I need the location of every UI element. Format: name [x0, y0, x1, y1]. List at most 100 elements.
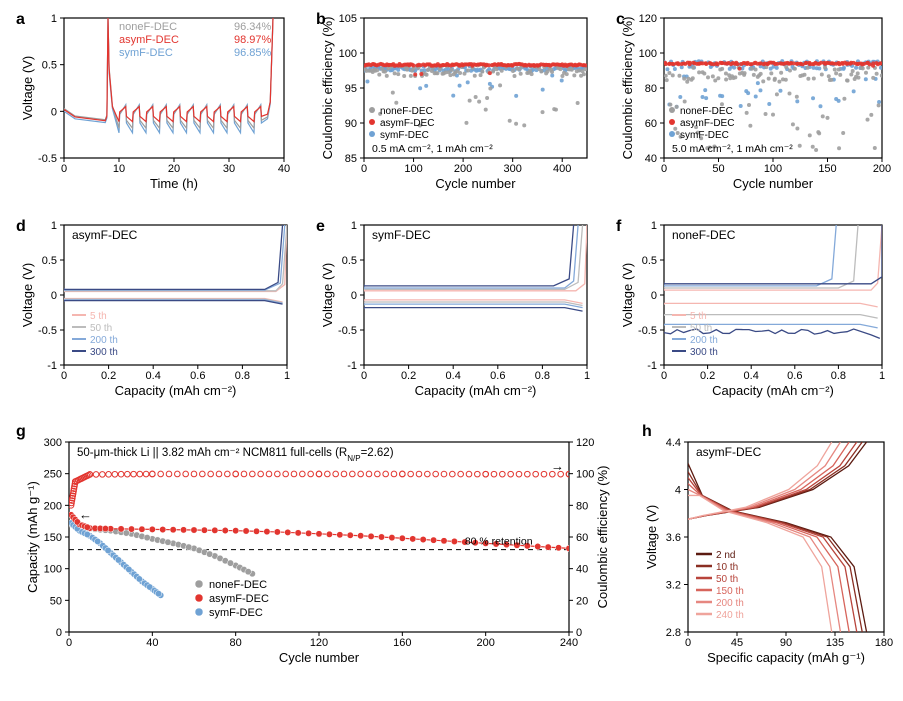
- svg-text:1: 1: [879, 370, 885, 382]
- svg-text:→: →: [551, 459, 564, 474]
- svg-text:0: 0: [685, 637, 691, 649]
- svg-text:30: 30: [223, 163, 235, 175]
- svg-text:0: 0: [661, 163, 667, 175]
- svg-text:asymF-DEC: asymF-DEC: [119, 34, 179, 46]
- svg-text:3.2: 3.2: [666, 580, 681, 592]
- svg-text:0: 0: [61, 370, 67, 382]
- svg-text:Voltage (V): Voltage (V): [20, 263, 35, 327]
- svg-text:100: 100: [639, 48, 657, 60]
- svg-text:100: 100: [764, 163, 782, 175]
- svg-text:200: 200: [454, 163, 472, 175]
- svg-text:asymF-DEC: asymF-DEC: [696, 445, 762, 459]
- svg-text:200 th: 200 th: [90, 335, 118, 346]
- svg-text:-1: -1: [347, 360, 357, 372]
- svg-text:←: ←: [79, 507, 92, 522]
- svg-text:100: 100: [339, 48, 357, 60]
- svg-text:Capacity (mAh cm⁻²): Capacity (mAh cm⁻²): [712, 383, 834, 398]
- svg-text:98.97%: 98.97%: [234, 34, 272, 46]
- svg-text:0: 0: [651, 290, 657, 302]
- svg-text:300 th: 300 th: [690, 347, 718, 358]
- svg-text:96.85%: 96.85%: [234, 47, 272, 59]
- svg-text:Voltage (V): Voltage (V): [620, 263, 635, 327]
- svg-text:asymF-DEC: asymF-DEC: [380, 118, 434, 129]
- svg-text:40: 40: [645, 153, 657, 165]
- svg-text:symF-DEC: symF-DEC: [680, 130, 729, 141]
- svg-text:20: 20: [168, 163, 180, 175]
- svg-text:45: 45: [731, 637, 743, 649]
- panel-e: e00.20.40.60.81-1-0.500.51Capacity (mAh …: [314, 215, 599, 405]
- svg-text:200 th: 200 th: [690, 335, 718, 346]
- svg-text:0.6: 0.6: [190, 370, 205, 382]
- svg-text:3.6: 3.6: [666, 532, 681, 544]
- svg-text:0: 0: [576, 627, 582, 639]
- svg-text:0: 0: [361, 163, 367, 175]
- svg-text:Cycle number: Cycle number: [435, 176, 516, 191]
- svg-text:-0.5: -0.5: [38, 153, 57, 165]
- svg-text:1: 1: [284, 370, 290, 382]
- svg-text:0: 0: [661, 370, 667, 382]
- svg-text:300: 300: [44, 437, 62, 449]
- svg-text:noneF-DEC: noneF-DEC: [209, 579, 267, 591]
- svg-text:0.6: 0.6: [787, 370, 802, 382]
- svg-text:90: 90: [780, 637, 792, 649]
- svg-text:0.4: 0.4: [446, 370, 461, 382]
- svg-text:2 nd: 2 nd: [716, 550, 735, 561]
- svg-text:200: 200: [476, 637, 494, 649]
- svg-text:90: 90: [345, 118, 357, 130]
- svg-text:96.34%: 96.34%: [234, 21, 272, 33]
- svg-text:-0.5: -0.5: [38, 325, 57, 337]
- svg-text:0.4: 0.4: [744, 370, 759, 382]
- svg-text:h: h: [642, 423, 652, 440]
- svg-text:Cycle number: Cycle number: [279, 650, 360, 665]
- svg-text:-0.5: -0.5: [638, 325, 657, 337]
- svg-text:40: 40: [576, 564, 588, 576]
- svg-text:0.6: 0.6: [490, 370, 505, 382]
- svg-text:0.2: 0.2: [401, 370, 416, 382]
- svg-text:120: 120: [576, 437, 594, 449]
- svg-text:40: 40: [146, 637, 158, 649]
- svg-text:40: 40: [278, 163, 290, 175]
- svg-text:100: 100: [576, 469, 594, 481]
- svg-text:100: 100: [44, 564, 62, 576]
- svg-text:0.5 mA cm⁻², 1 mAh cm⁻²: 0.5 mA cm⁻², 1 mAh cm⁻²: [372, 143, 493, 155]
- svg-text:0: 0: [351, 290, 357, 302]
- svg-text:50 th: 50 th: [716, 574, 738, 585]
- svg-text:80: 80: [576, 500, 588, 512]
- svg-text:95: 95: [345, 83, 357, 95]
- svg-text:20: 20: [576, 595, 588, 607]
- svg-text:0.8: 0.8: [235, 370, 250, 382]
- svg-text:50 th: 50 th: [90, 323, 112, 334]
- svg-text:0.8: 0.8: [535, 370, 550, 382]
- panel-d: d00.20.40.60.81-1-0.500.51Capacity (mAh …: [14, 215, 299, 405]
- svg-text:100: 100: [404, 163, 422, 175]
- panel-h: h045901351802.83.23.644.4Specific capaci…: [640, 420, 894, 680]
- svg-text:1: 1: [51, 220, 57, 232]
- panel-c: c050100150200406080100120Cycle numberCou…: [614, 8, 894, 198]
- svg-text:2.8: 2.8: [666, 627, 681, 639]
- svg-text:noneF-DEC: noneF-DEC: [680, 106, 733, 117]
- svg-text:0.5: 0.5: [342, 255, 357, 267]
- svg-text:50-μm-thick Li || 3.82 mAh cm⁻: 50-μm-thick Li || 3.82 mAh cm⁻² NCM811 f…: [77, 447, 394, 463]
- svg-text:1: 1: [651, 220, 657, 232]
- svg-text:120: 120: [639, 13, 657, 25]
- svg-text:0.2: 0.2: [101, 370, 116, 382]
- svg-text:Voltage (V): Voltage (V): [644, 505, 659, 569]
- svg-text:symF-DEC: symF-DEC: [209, 607, 263, 619]
- svg-text:Voltage (V): Voltage (V): [20, 56, 35, 120]
- svg-text:a: a: [16, 11, 25, 28]
- svg-text:g: g: [16, 423, 26, 440]
- svg-text:0: 0: [61, 163, 67, 175]
- panel-b: b0100200300400859095100105Cycle numberCo…: [314, 8, 599, 198]
- svg-text:50: 50: [712, 163, 724, 175]
- svg-text:1: 1: [51, 13, 57, 25]
- svg-text:80: 80: [645, 83, 657, 95]
- svg-text:asymF-DEC: asymF-DEC: [209, 593, 269, 605]
- panel-g: g040801201602002400501001502002503000204…: [14, 420, 624, 680]
- svg-text:0.5: 0.5: [42, 60, 57, 72]
- svg-text:60: 60: [576, 532, 588, 544]
- svg-text:5.0 mA cm⁻², 1 mAh cm⁻²: 5.0 mA cm⁻², 1 mAh cm⁻²: [672, 143, 793, 155]
- svg-text:5 th: 5 th: [690, 311, 707, 322]
- svg-text:0: 0: [51, 290, 57, 302]
- svg-text:-1: -1: [647, 360, 657, 372]
- svg-text:-0.5: -0.5: [338, 325, 357, 337]
